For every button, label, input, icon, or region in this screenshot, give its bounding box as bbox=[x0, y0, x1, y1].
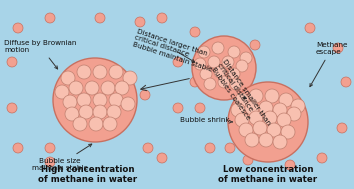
Circle shape bbox=[305, 23, 315, 33]
Circle shape bbox=[235, 113, 249, 127]
Text: Low concentration
of methane in water: Low concentration of methane in water bbox=[218, 165, 318, 184]
Circle shape bbox=[107, 105, 121, 119]
Text: Distance smaller than
critical distance
Bubbles coalesce: Distance smaller than critical distance … bbox=[210, 58, 272, 134]
Circle shape bbox=[95, 13, 105, 23]
Circle shape bbox=[291, 99, 305, 113]
Circle shape bbox=[265, 89, 279, 103]
Circle shape bbox=[63, 95, 77, 109]
Circle shape bbox=[198, 46, 210, 58]
Circle shape bbox=[7, 57, 17, 67]
Circle shape bbox=[273, 103, 287, 117]
Circle shape bbox=[77, 65, 91, 79]
Circle shape bbox=[101, 81, 115, 95]
Circle shape bbox=[143, 143, 153, 153]
Circle shape bbox=[45, 143, 55, 153]
Circle shape bbox=[173, 103, 183, 113]
Circle shape bbox=[61, 71, 75, 85]
Circle shape bbox=[277, 113, 291, 127]
Circle shape bbox=[253, 121, 267, 135]
Circle shape bbox=[317, 153, 327, 163]
Circle shape bbox=[190, 27, 200, 37]
Text: Distance larger than
critical distance
Bubble maintain stable: Distance larger than critical distance B… bbox=[132, 28, 218, 73]
Circle shape bbox=[205, 143, 215, 153]
Circle shape bbox=[267, 123, 281, 137]
Text: Bubble shrink: Bubble shrink bbox=[180, 117, 233, 123]
Circle shape bbox=[103, 117, 117, 131]
Circle shape bbox=[204, 78, 216, 90]
Circle shape bbox=[341, 77, 351, 87]
Circle shape bbox=[200, 68, 212, 80]
Circle shape bbox=[235, 93, 249, 107]
Text: Methane
escape: Methane escape bbox=[310, 42, 348, 87]
Circle shape bbox=[281, 125, 295, 139]
Text: Diffuse by Brownian
motion: Diffuse by Brownian motion bbox=[4, 40, 76, 69]
Circle shape bbox=[259, 133, 273, 147]
Circle shape bbox=[228, 46, 240, 58]
Circle shape bbox=[13, 23, 23, 33]
Circle shape bbox=[250, 40, 260, 50]
Circle shape bbox=[249, 89, 263, 103]
Circle shape bbox=[245, 133, 259, 147]
Circle shape bbox=[239, 123, 253, 137]
Circle shape bbox=[218, 76, 230, 88]
Circle shape bbox=[45, 13, 55, 23]
Circle shape bbox=[45, 157, 55, 167]
Circle shape bbox=[263, 111, 277, 125]
Circle shape bbox=[208, 56, 220, 68]
Circle shape bbox=[13, 143, 23, 153]
Circle shape bbox=[230, 78, 242, 90]
Circle shape bbox=[73, 117, 87, 131]
Text: High concentration
of methane in water: High concentration of methane in water bbox=[39, 165, 138, 184]
Circle shape bbox=[192, 36, 256, 100]
Circle shape bbox=[93, 93, 107, 107]
Circle shape bbox=[93, 105, 107, 119]
Circle shape bbox=[228, 82, 308, 162]
Circle shape bbox=[77, 93, 91, 107]
Circle shape bbox=[123, 71, 137, 85]
Circle shape bbox=[249, 111, 263, 125]
Circle shape bbox=[140, 90, 150, 100]
Circle shape bbox=[190, 77, 200, 87]
Circle shape bbox=[333, 43, 343, 53]
Circle shape bbox=[65, 107, 79, 121]
Circle shape bbox=[225, 83, 235, 93]
Circle shape bbox=[93, 65, 107, 79]
Circle shape bbox=[69, 81, 83, 95]
Circle shape bbox=[279, 93, 293, 107]
Circle shape bbox=[157, 13, 167, 23]
Circle shape bbox=[273, 135, 287, 149]
Circle shape bbox=[194, 58, 206, 70]
Circle shape bbox=[109, 93, 123, 107]
Circle shape bbox=[89, 117, 103, 131]
Circle shape bbox=[7, 103, 17, 113]
Circle shape bbox=[115, 81, 129, 95]
Text: Bubble size
maintain stable: Bubble size maintain stable bbox=[32, 144, 92, 171]
Circle shape bbox=[287, 107, 301, 121]
Circle shape bbox=[85, 81, 99, 95]
Circle shape bbox=[259, 101, 273, 115]
Circle shape bbox=[121, 97, 135, 111]
Circle shape bbox=[337, 123, 347, 133]
Circle shape bbox=[225, 143, 235, 153]
Circle shape bbox=[222, 56, 234, 68]
Circle shape bbox=[240, 52, 252, 64]
Circle shape bbox=[55, 85, 69, 99]
Circle shape bbox=[214, 66, 226, 78]
Circle shape bbox=[109, 65, 123, 79]
Circle shape bbox=[157, 153, 167, 163]
Circle shape bbox=[231, 103, 245, 117]
Circle shape bbox=[135, 17, 145, 27]
Circle shape bbox=[228, 68, 240, 80]
Circle shape bbox=[245, 101, 259, 115]
Circle shape bbox=[243, 155, 253, 165]
Circle shape bbox=[53, 58, 137, 142]
Circle shape bbox=[79, 105, 93, 119]
Circle shape bbox=[195, 103, 205, 113]
Circle shape bbox=[285, 160, 295, 170]
Circle shape bbox=[236, 60, 248, 72]
Circle shape bbox=[212, 42, 224, 54]
Circle shape bbox=[173, 57, 183, 67]
